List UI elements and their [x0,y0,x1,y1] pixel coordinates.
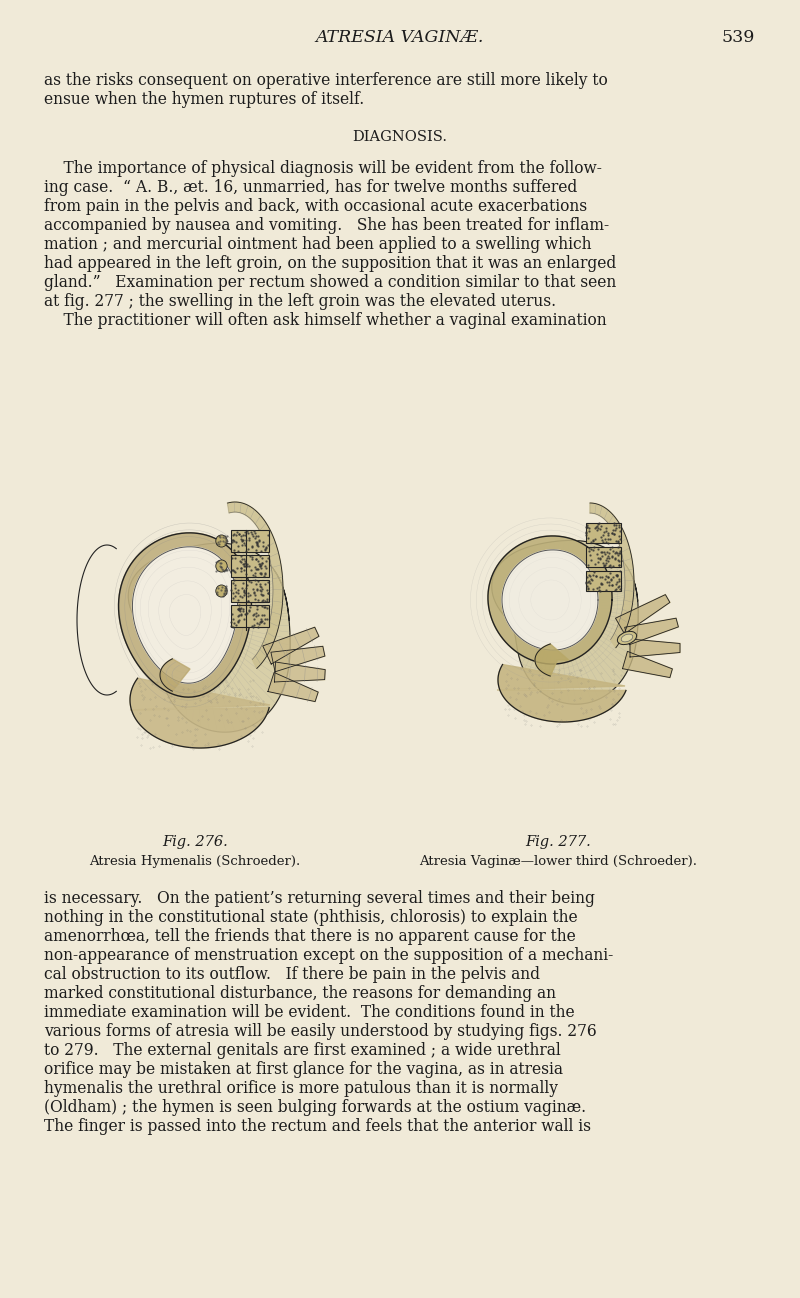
Polygon shape [118,533,251,697]
Text: hymenalis the urethral orifice is more patulous than it is normally: hymenalis the urethral orifice is more p… [44,1080,558,1097]
Text: mation ; and mercurial ointment had been applied to a swelling which: mation ; and mercurial ointment had been… [44,236,591,253]
Polygon shape [590,504,634,648]
Bar [586,546,621,567]
Polygon shape [625,618,678,645]
Ellipse shape [618,631,637,645]
Text: ensue when the hymen ruptures of itself.: ensue when the hymen ruptures of itself. [44,91,364,108]
Polygon shape [160,659,190,691]
Text: accompanied by nausea and vomiting.   She has been treated for inflam-: accompanied by nausea and vomiting. She … [44,217,609,234]
Polygon shape [274,662,325,681]
Text: nothing in the constitutional state (phthisis, chlorosis) to explain the: nothing in the constitutional state (pht… [44,909,578,925]
Text: marked constitutional disturbance, the reasons for demanding an: marked constitutional disturbance, the r… [44,985,556,1002]
Polygon shape [227,502,283,668]
Ellipse shape [216,559,227,572]
Text: Atresia Hymenalis (Schroeder).: Atresia Hymenalis (Schroeder). [90,855,301,868]
Polygon shape [133,546,238,683]
Text: orifice may be mistaken at first glance for the vagina, as in atresia: orifice may be mistaken at first glance … [44,1060,563,1079]
Bar [586,523,621,543]
Bar [231,580,269,602]
Polygon shape [630,639,680,657]
Text: Fig. 276.: Fig. 276. [162,835,228,849]
Polygon shape [497,665,626,722]
Bar [231,556,269,578]
Text: is necessary.   On the patient’s returning several times and their being: is necessary. On the patient’s returning… [44,890,595,907]
Text: gland.”   Examination per rectum showed a condition similar to that seen: gland.” Examination per rectum showed a … [44,274,616,291]
Text: The importance of physical diagnosis will be evident from the follow-: The importance of physical diagnosis wil… [44,160,602,177]
Bar [586,571,621,591]
Text: The practitioner will often ask himself whether a vaginal examination: The practitioner will often ask himself … [44,312,606,328]
Text: had appeared in the left groin, on the supposition that it was an enlarged: had appeared in the left groin, on the s… [44,254,616,273]
Polygon shape [128,543,290,732]
Polygon shape [535,644,569,676]
Ellipse shape [216,585,227,597]
Text: The finger is passed into the rectum and feels that the anterior wall is: The finger is passed into the rectum and… [44,1118,591,1134]
Bar [231,605,269,627]
Text: amenorrhœa, tell the friends that there is no apparent cause for the: amenorrhœa, tell the friends that there … [44,928,576,945]
Text: at fig. 277 ; the swelling in the left groin was the elevated uterus.: at fig. 277 ; the swelling in the left g… [44,293,556,310]
Text: ing case.  “ A. B., æt. 16, unmarried, has for twelve months suffered: ing case. “ A. B., æt. 16, unmarried, ha… [44,179,578,196]
Text: Atresia Vaginæ—lower third (Schroeder).: Atresia Vaginæ—lower third (Schroeder). [419,855,697,868]
Polygon shape [271,646,325,672]
Polygon shape [492,540,638,705]
Text: cal obstruction to its outflow.   If there be pain in the pelvis and: cal obstruction to its outflow. If there… [44,966,540,983]
Polygon shape [622,652,672,678]
Text: DIAGNOSIS.: DIAGNOSIS. [353,130,447,144]
Text: (Oldham) ; the hymen is seen bulging forwards at the ostium vaginæ.: (Oldham) ; the hymen is seen bulging for… [44,1099,586,1116]
Ellipse shape [216,535,227,546]
Polygon shape [615,594,670,633]
Text: Fig. 277.: Fig. 277. [525,835,591,849]
Text: non-appearance of menstruation except on the supposition of a mechani-: non-appearance of menstruation except on… [44,948,614,964]
Bar [231,530,269,552]
Text: ATRESIA VAGINÆ.: ATRESIA VAGINÆ. [316,30,484,47]
Text: various forms of atresia will be easily understood by studying figs. 276: various forms of atresia will be easily … [44,1023,597,1040]
Text: from pain in the pelvis and back, with occasional acute exacerbations: from pain in the pelvis and back, with o… [44,199,587,215]
Text: immediate examination will be evident.  The conditions found in the: immediate examination will be evident. T… [44,1003,574,1022]
Ellipse shape [622,635,633,643]
Polygon shape [488,536,612,665]
Text: as the risks consequent on operative interference are still more likely to: as the risks consequent on operative int… [44,71,608,90]
Polygon shape [502,550,598,650]
Polygon shape [262,627,319,665]
Text: to 279.   The external genitals are first examined ; a wide urethral: to 279. The external genitals are first … [44,1042,561,1059]
Polygon shape [268,672,318,702]
Polygon shape [130,679,270,748]
Text: 539: 539 [722,30,755,47]
